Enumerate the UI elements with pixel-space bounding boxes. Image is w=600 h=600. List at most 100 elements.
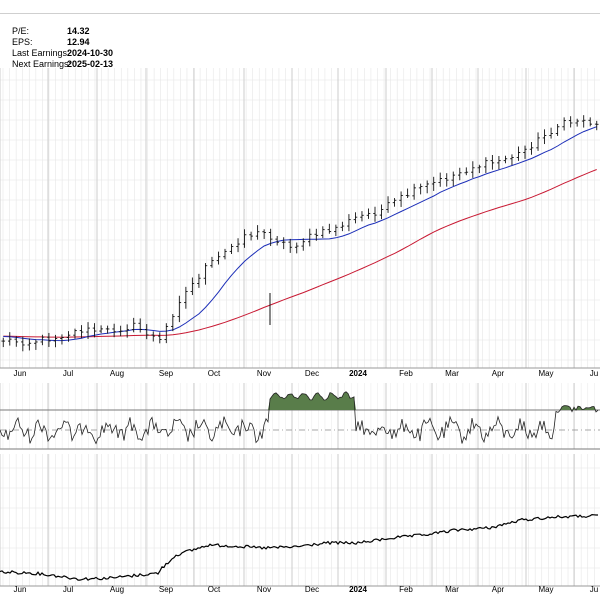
ohlc-bar — [1, 337, 6, 348]
ohlc-bar — [438, 172, 443, 187]
x-tick-label: 2024 — [349, 369, 367, 378]
ohlc-bar — [268, 228, 273, 247]
x-tick-label: Oct — [208, 585, 221, 594]
x-tick-label: Jul — [63, 369, 73, 378]
ohlc-bar — [236, 238, 240, 253]
pe-label: P/E: — [12, 26, 30, 36]
blue-moving-average — [3, 126, 597, 342]
ohlc-bar — [425, 180, 429, 194]
ohlc-bar — [229, 243, 234, 255]
ohlc-bar — [568, 116, 573, 128]
ohlc-bar — [542, 129, 547, 145]
ohlc-bar — [360, 211, 364, 222]
ohlc-bar — [431, 176, 436, 191]
ohlc-bar — [386, 196, 390, 213]
ohlc-bar — [255, 225, 260, 240]
next-earnings-row: Next Earnings: 2025-02-13 — [12, 59, 113, 70]
ohlc-bar — [444, 173, 449, 187]
ohlc-bar — [125, 324, 129, 338]
x-tick-label: Sep — [159, 369, 174, 378]
x-tick-label: May — [538, 585, 553, 594]
x-tick-label: Dec — [305, 585, 319, 594]
ohlc-bar — [242, 229, 247, 248]
ohlc-bar — [131, 317, 136, 333]
x-tick-label: Feb — [399, 369, 413, 378]
ohlc-bar — [379, 204, 384, 220]
ohlc-bar — [14, 336, 19, 347]
ohlc-bar — [249, 231, 253, 241]
ohlc-bar — [503, 155, 508, 164]
ohlc-bar — [399, 191, 403, 207]
x-tick-label: Nov — [257, 369, 271, 378]
ohlc-bar — [334, 224, 338, 237]
x-axis-labels: Jun Jun Jul Jul Aug Aug Sep Sep Oct Oct Nov Nov Dec D… — [14, 369, 599, 594]
ohlc-bar — [262, 229, 266, 239]
ohlc-bar — [366, 208, 371, 219]
pe-value: 14.32 — [67, 26, 90, 36]
x-tick-label: Oct — [208, 369, 221, 378]
ohlc-bar — [164, 323, 169, 344]
red-moving-average — [3, 169, 597, 338]
next-earnings-label: Next Earnings: — [12, 59, 72, 69]
oscillator-line — [0, 391, 599, 445]
price-panel — [1, 115, 599, 352]
relative-strength-line — [0, 513, 598, 581]
ohlc-bar — [60, 334, 64, 345]
ohlc-bar — [216, 251, 221, 265]
ohlc-bar — [477, 164, 482, 174]
ohlc-bar — [451, 171, 456, 187]
ohlc-bar — [210, 256, 214, 268]
ohlc-bar — [157, 332, 162, 344]
x-tick-label: Aug — [110, 369, 124, 378]
ohlc-bar — [105, 325, 110, 334]
ohlc-bar — [484, 157, 488, 174]
ohlc-bar — [510, 154, 514, 166]
ohlc-bar — [307, 228, 312, 247]
ohlc-bar — [138, 318, 143, 333]
ohlc-bar — [321, 226, 325, 239]
ohlc-bar — [7, 332, 12, 346]
ohlc-bar — [405, 188, 410, 198]
x-tick-label: Dec — [305, 369, 319, 378]
ohlc-bar — [314, 228, 319, 241]
x-tick-label: Mar — [445, 369, 459, 378]
x-tick-label: 2024 — [349, 585, 367, 594]
ohlc-bar — [562, 117, 566, 131]
ohlc-bar — [288, 238, 293, 253]
ohlc-bar — [151, 331, 156, 342]
ohlc-bar — [34, 339, 38, 350]
ohlc-bar — [516, 146, 521, 161]
ohlc-bar — [144, 324, 149, 340]
ohlc-bar — [412, 183, 416, 200]
eps-label: EPS: — [12, 37, 33, 47]
ohlc-bar — [353, 212, 358, 224]
x-tick-label: Jun — [14, 585, 27, 594]
ohlc-bar — [27, 338, 32, 351]
ohlc-bar — [53, 334, 58, 348]
ohlc-bar — [497, 156, 501, 170]
ohlc-bar — [471, 161, 475, 178]
x-tick-label: Ju — [590, 369, 598, 378]
ohlc-bar — [555, 123, 560, 136]
x-tick-label: Feb — [399, 585, 413, 594]
ohlc-bar — [177, 295, 182, 323]
ohlc-bar — [457, 167, 462, 181]
ohlc-bar — [301, 238, 306, 251]
ohlc-bar — [294, 242, 299, 254]
ohlc-bar — [373, 206, 377, 222]
ohlc-bar — [86, 322, 90, 340]
x-tick-label: Jun — [14, 369, 27, 378]
ohlc-bar — [523, 145, 527, 159]
ohlc-bar — [275, 235, 279, 246]
ohlc-bar — [66, 331, 71, 342]
ohlc-bar — [171, 314, 175, 332]
relative-strength-panel — [0, 513, 598, 581]
x-tick-label: Apr — [492, 585, 505, 594]
ohlc-bar — [112, 323, 116, 338]
eps-row: EPS: 12.94 — [12, 37, 113, 48]
ohlc-bar — [73, 328, 77, 339]
x-tick-label: Apr — [492, 369, 505, 378]
ohlc-bar — [40, 334, 45, 346]
ohlc-bar — [594, 120, 599, 131]
